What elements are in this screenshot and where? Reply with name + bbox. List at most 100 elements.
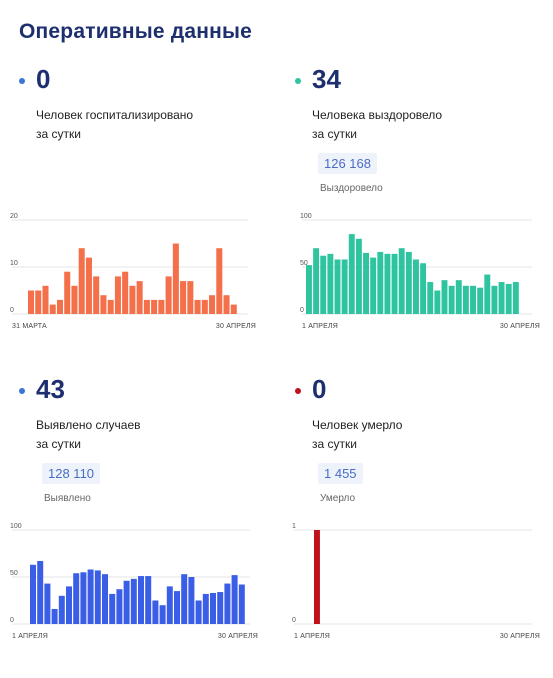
chart-bar	[180, 281, 187, 314]
chart-bar	[122, 271, 129, 314]
x-start-label: 1 АПРЕЛЯ	[294, 633, 330, 640]
chart-bar	[37, 561, 44, 624]
chart-bar	[377, 251, 384, 314]
x-start-label: 1 АПРЕЛЯ	[302, 323, 338, 330]
cases-total-label: Выявлено	[44, 493, 91, 504]
x-end-label: 30 АПРЕЛЯ	[218, 633, 258, 640]
chart-bar	[370, 257, 377, 314]
y-tick-label: 50	[10, 570, 18, 577]
y-tick-label: 10	[10, 260, 18, 267]
bullet-dot-icon	[295, 388, 301, 394]
recovered-value: 34	[312, 64, 341, 94]
cases-total: 128 110	[42, 463, 101, 484]
deaths-chart: 0 1 1 АПРЕЛЯ 30 АПРЕЛЯ	[292, 523, 540, 640]
chart-bar	[223, 295, 230, 314]
label-line-2: за сутки	[36, 127, 81, 141]
chart-bar	[85, 257, 92, 314]
deaths-value: 0	[312, 374, 327, 404]
x-end-label: 30 АПРЕЛЯ	[500, 323, 540, 330]
hospitalized-label: Человек госпитализировано за сутки	[36, 106, 236, 144]
chart-bar	[87, 569, 94, 624]
chart-bar	[114, 276, 121, 314]
chart-bar	[145, 576, 152, 624]
chart-bar	[107, 299, 114, 314]
page-title: Оперативные данные	[19, 20, 253, 43]
cases-label: Выявлено случаев за сутки	[36, 416, 236, 454]
chart-bar	[143, 299, 150, 314]
chart-bar	[306, 265, 312, 314]
chart-bar	[201, 299, 208, 314]
chart-bar	[80, 572, 87, 624]
chart-bar	[210, 592, 216, 624]
chart-bar	[130, 578, 137, 624]
chart-bar	[384, 253, 391, 314]
chart-bar	[64, 271, 71, 314]
label-line-1: Человек умерло	[312, 418, 403, 432]
chart-bar	[363, 252, 369, 314]
chart-bar	[172, 243, 179, 314]
label-line-2: за сутки	[312, 127, 357, 141]
hospitalized-value: 0	[36, 64, 51, 94]
chart-bar	[71, 285, 78, 314]
bullet-dot-icon	[19, 388, 25, 394]
chart-bar	[484, 274, 491, 314]
deaths-panel: 0 Человек умерло за сутки 1 455 Умерло	[295, 374, 553, 678]
chart-bar	[166, 586, 173, 624]
y-tick-label: 0	[10, 617, 14, 624]
chart-bar	[427, 282, 434, 314]
chart-bar	[355, 238, 362, 314]
chart-bar	[505, 283, 512, 314]
y-tick-label: 100	[10, 523, 22, 530]
chart-bar	[341, 259, 348, 314]
chart-bar	[116, 589, 123, 624]
x-start-label: 31 МАРТА	[12, 323, 47, 330]
chart-bar	[93, 276, 100, 314]
chart-bar	[51, 608, 58, 624]
chart-bar	[187, 281, 194, 314]
chart-bar	[334, 259, 341, 314]
recovered-label: Человека выздоровело за сутки	[312, 106, 512, 144]
label-line-2: за сутки	[36, 437, 81, 451]
chart-bar	[151, 299, 158, 314]
chart-bar	[102, 574, 108, 624]
chart-bar	[66, 586, 72, 624]
bullet-dot-icon	[19, 78, 25, 84]
chart-bar	[158, 299, 165, 314]
cases-panel: 43 Выявлено случаев за сутки 128 110 Выя…	[19, 374, 279, 678]
x-start-label: 1 АПРЕЛЯ	[12, 633, 48, 640]
chart-bar	[491, 285, 498, 314]
chart-bar	[314, 530, 320, 624]
cases-chart: 0 50 100 1 АПРЕЛЯ 30 АПРЕЛЯ	[10, 523, 258, 640]
chart-bar	[498, 282, 505, 314]
chart-bar	[123, 580, 130, 624]
chart-bar	[44, 583, 51, 624]
y-tick-label: 20	[10, 213, 18, 220]
chart-bar	[413, 259, 419, 314]
chart-bar	[313, 248, 320, 314]
recovered-total-label: Выздоровело	[320, 183, 383, 194]
label-line-2: за сутки	[312, 437, 357, 451]
chart-bar	[238, 584, 245, 624]
y-tick-label: 1	[292, 523, 296, 530]
chart-bar	[195, 600, 202, 624]
chart-bar	[420, 263, 427, 314]
chart-bar	[320, 255, 327, 314]
chart-bar	[159, 605, 166, 624]
chart-bar	[35, 290, 42, 314]
chart-bar	[194, 299, 201, 314]
chart-bar	[224, 583, 231, 624]
chart-bar	[434, 290, 441, 314]
chart-bar	[398, 248, 405, 314]
chart-bar	[202, 593, 209, 624]
y-tick-label: 0	[10, 307, 14, 314]
y-tick-label: 0	[300, 307, 304, 314]
recovered-panel: 34 Человека выздоровело за сутки 126 168…	[295, 64, 553, 368]
chart-bar	[94, 570, 101, 624]
chart-bar	[136, 281, 143, 314]
chart-bar	[512, 282, 519, 314]
chart-bar	[231, 575, 238, 624]
chart-bar	[109, 593, 116, 624]
chart-bar	[209, 295, 216, 314]
chart-bar	[441, 280, 448, 314]
x-end-label: 30 АПРЕЛЯ	[500, 633, 540, 640]
